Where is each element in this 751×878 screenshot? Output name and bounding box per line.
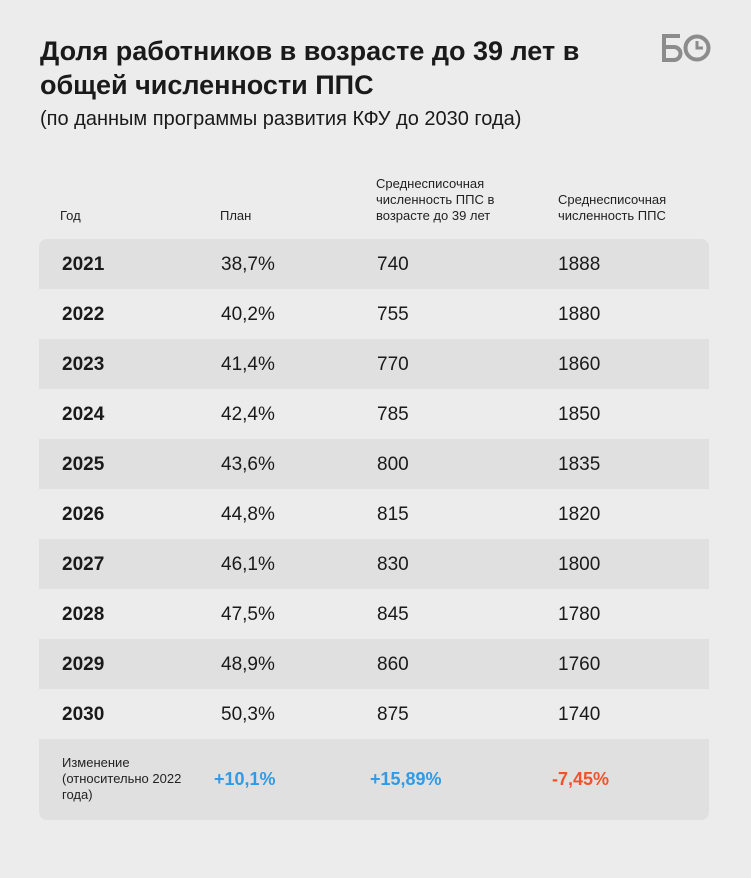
- cell-plan: 43,6%: [221, 454, 275, 475]
- table-row: 2026 44,8% 815 1820: [39, 489, 709, 539]
- cell-plan: 46,1%: [221, 554, 275, 575]
- cell-young-staff: 845: [377, 604, 409, 625]
- cell-year: 2024: [62, 404, 105, 425]
- table-row: 2025 43,6% 800 1835: [39, 439, 709, 489]
- table-row: 2027 46,1% 830 1800: [39, 539, 709, 589]
- cell-total-staff: 1800: [558, 554, 601, 575]
- cell-young-staff: 830: [377, 554, 409, 575]
- cell-total-staff: 1880: [558, 304, 601, 325]
- table-row: 2021 38,7% 740 1888: [39, 239, 709, 289]
- cell-year: 2025: [62, 454, 105, 475]
- cell-year: 2028: [62, 604, 105, 625]
- change-plan-value: +10,1%: [214, 769, 276, 789]
- header-plan: План: [220, 208, 252, 223]
- cell-year: 2030: [62, 704, 105, 725]
- cell-young-staff: 875: [377, 704, 409, 725]
- cell-plan: 40,2%: [221, 304, 275, 325]
- cell-total-staff: 1888: [558, 254, 601, 275]
- table-row: 2029 48,9% 860 1760: [39, 639, 709, 689]
- cell-young-staff: 740: [377, 254, 409, 275]
- cell-plan: 42,4%: [221, 404, 275, 425]
- table-row: 2024 42,4% 785 1850: [39, 389, 709, 439]
- table-row: 2023 41,4% 770 1860: [39, 339, 709, 389]
- cell-total-staff: 1850: [558, 404, 601, 425]
- page-subtitle: (по данным программы развития КФУ до 203…: [40, 108, 522, 130]
- change-label: Изменение (относительно 2022 года): [62, 755, 182, 802]
- header-year: Год: [60, 208, 81, 223]
- data-table: 2021 38,7% 740 1888 2022 40,2% 755 1880 …: [39, 239, 709, 739]
- cell-plan: 47,5%: [221, 604, 275, 625]
- cell-plan: 50,3%: [221, 704, 275, 725]
- cell-young-staff: 815: [377, 504, 409, 525]
- cell-young-staff: 860: [377, 654, 409, 675]
- cell-year: 2022: [62, 304, 105, 325]
- bo-logo-icon: [662, 34, 711, 62]
- cell-total-staff: 1780: [558, 604, 601, 625]
- cell-plan: 48,9%: [221, 654, 275, 675]
- cell-plan: 41,4%: [221, 354, 275, 375]
- cell-total-staff: 1740: [558, 704, 601, 725]
- header-total-staff: Среднесписочная численность ППС: [558, 192, 667, 223]
- change-young-staff-value: +15,89%: [370, 769, 442, 789]
- cell-young-staff: 800: [377, 454, 409, 475]
- header-young-staff: Среднесписочная численность ППС в возрас…: [376, 176, 495, 223]
- cell-young-staff: 770: [377, 354, 409, 375]
- change-total-staff-value: -7,45%: [552, 769, 610, 789]
- cell-young-staff: 785: [377, 404, 409, 425]
- table-row: 2028 47,5% 845 1780: [39, 589, 709, 639]
- cell-total-staff: 1860: [558, 354, 601, 375]
- cell-year: 2026: [62, 504, 105, 525]
- cell-total-staff: 1820: [558, 504, 601, 525]
- table-row: 2022 40,2% 755 1880: [39, 289, 709, 339]
- cell-year: 2021: [62, 254, 105, 275]
- cell-young-staff: 755: [377, 304, 409, 325]
- cell-plan: 38,7%: [221, 254, 275, 275]
- cell-year: 2027: [62, 554, 105, 575]
- cell-plan: 44,8%: [221, 504, 275, 525]
- page-title: Доля работников в возрасте до 39 лет в о…: [40, 36, 580, 100]
- cell-total-staff: 1760: [558, 654, 601, 675]
- cell-year: 2029: [62, 654, 105, 675]
- cell-year: 2023: [62, 354, 105, 375]
- change-row: Изменение (относительно 2022 года) +10,1…: [39, 739, 709, 820]
- table-row: 2030 50,3% 875 1740: [39, 689, 709, 739]
- table-header: Год План Среднесписочная численность ППС…: [40, 172, 710, 224]
- cell-total-staff: 1835: [558, 454, 601, 475]
